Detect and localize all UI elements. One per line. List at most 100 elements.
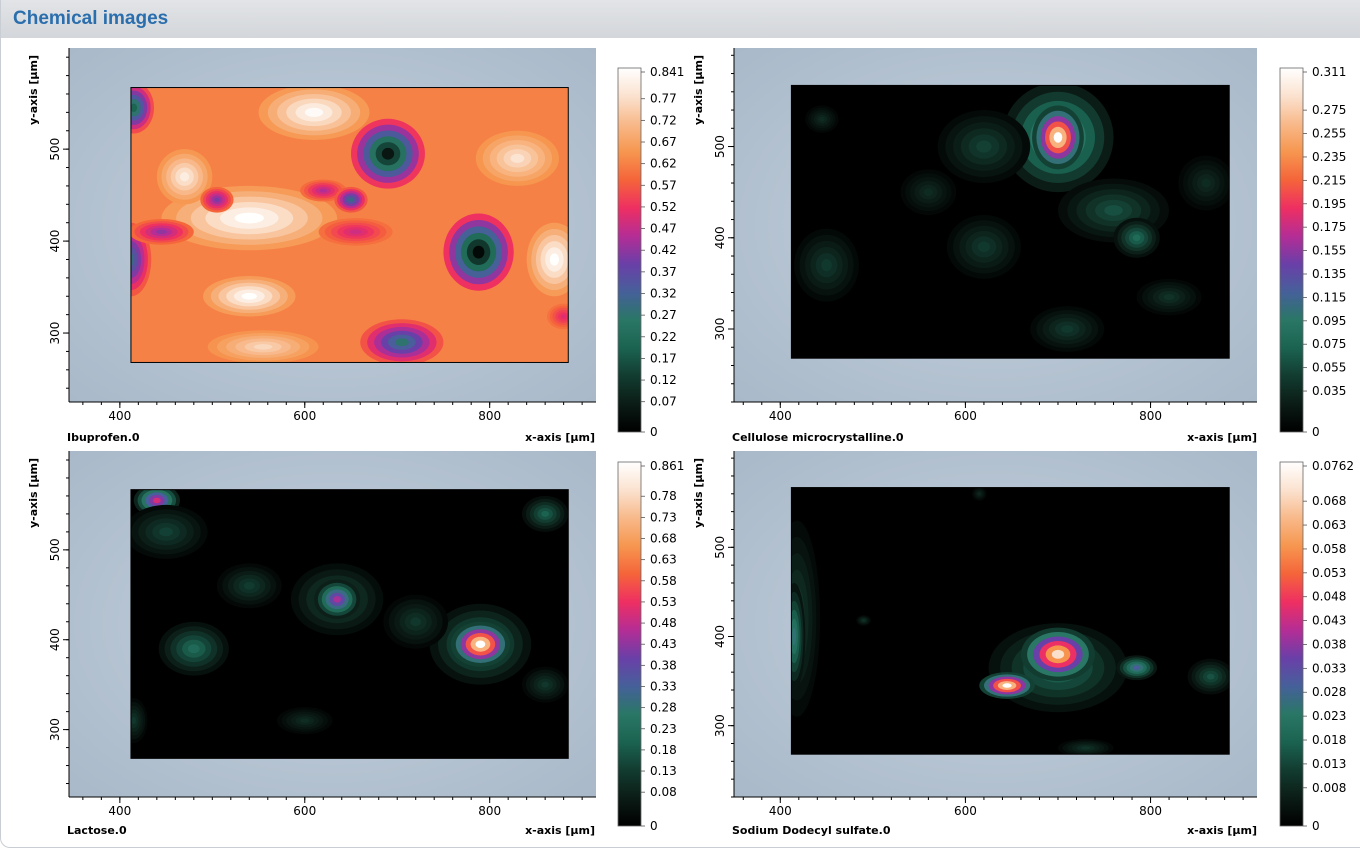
y-tick-label: 300 — [48, 718, 62, 741]
heatmap-blob — [214, 197, 220, 202]
colorbar-label: 0.235 — [1312, 150, 1346, 164]
colorbar-label: 0 — [650, 425, 658, 439]
y-tick-label: 300 — [713, 714, 727, 737]
heatmap-blob — [381, 147, 395, 160]
colorbar-label: 0 — [1312, 819, 1320, 833]
colorbar-label: 0.035 — [1312, 384, 1346, 398]
heatmap — [791, 487, 1230, 755]
chart-caption: Sodium Dodecyl sulfate.0 — [732, 824, 891, 837]
colorbar-label: 0.055 — [1312, 361, 1346, 375]
colorbar-label: 0.13 — [650, 764, 677, 778]
heatmap-blob — [821, 259, 832, 272]
heatmap-blob — [348, 197, 354, 202]
heatmap-blob — [187, 644, 200, 654]
colorbar-label: 0.861 — [650, 459, 684, 473]
y-axis-label: y-axis [µm] — [27, 55, 40, 125]
colorbar-label: 0.311 — [1312, 65, 1346, 79]
x-axis-label: x-axis [µm] — [1187, 431, 1257, 444]
heatmap-border — [790, 84, 1230, 359]
colorbar-label: 0.72 — [650, 113, 677, 127]
chemical-image-2: 400 600 800 300 400 500 y-axis [µm] Cellulose m… — [692, 48, 1346, 444]
x-tick-label: 400 — [769, 804, 792, 818]
x-axis-label: x-axis [µm] — [1187, 824, 1257, 837]
heatmap-blob — [510, 153, 525, 163]
colorbar-label: 0.08 — [650, 785, 677, 799]
colorbar-label: 0.78 — [650, 489, 677, 503]
chemical-image-3: 400 600 800 300 400 500 y-axis [µm] Lactose.0 x-… — [27, 451, 684, 837]
y-tick-label: 300 — [48, 322, 62, 345]
heatmap-blob — [179, 172, 190, 182]
y-tick-label: 300 — [713, 318, 727, 341]
colorbar-label: 0.48 — [650, 616, 677, 630]
colorbar-label: 0.063 — [1312, 518, 1346, 532]
heatmap-blob — [394, 338, 409, 347]
heatmap-blob — [976, 140, 992, 153]
y-axis-label: y-axis [µm] — [692, 55, 705, 125]
heatmap-blob — [1132, 234, 1141, 242]
colorbar-label: 0.038 — [1312, 637, 1346, 651]
colorbar-label: 0.53 — [650, 595, 677, 609]
heatmap-blob — [1201, 178, 1211, 188]
colorbar — [617, 461, 642, 827]
heatmap-blob — [243, 582, 255, 590]
colorbar-label: 0.275 — [1312, 103, 1346, 117]
y-tick-label: 400 — [713, 226, 727, 249]
heatmap-blob — [862, 619, 865, 622]
title-bar: Chemical images — [1, 0, 1360, 38]
heatmap-blob — [349, 229, 362, 235]
colorbar-label: 0.023 — [1312, 709, 1346, 723]
heatmap-blob — [131, 716, 137, 725]
colorbar-label: 0.37 — [650, 265, 677, 279]
heatmap-blob — [156, 229, 167, 235]
y-tick-label: 500 — [713, 536, 727, 559]
heatmap-blob — [541, 510, 550, 517]
x-tick-label: 400 — [769, 409, 792, 423]
heatmap-blob — [234, 212, 264, 224]
x-tick-label: 400 — [108, 409, 131, 423]
x-tick-label: 800 — [478, 409, 501, 423]
colorbar-label: 0.033 — [1312, 661, 1346, 675]
colorbar-label: 0.255 — [1312, 127, 1346, 141]
chemical-image-1: 400 600 800 300 400 500 y-axis [µm] Ibuprofen.0… — [27, 48, 684, 444]
heatmap-blob — [541, 681, 550, 688]
colorbar-label: 0.075 — [1312, 337, 1346, 351]
colorbar-label: 0.048 — [1312, 590, 1346, 604]
colorbar — [617, 67, 642, 433]
colorbar-label: 0.73 — [650, 510, 677, 524]
colorbar-label: 0.175 — [1312, 220, 1346, 234]
colorbar-label: 0.57 — [650, 178, 677, 192]
colorbar-label: 0.52 — [650, 200, 677, 214]
colorbar-label: 0.135 — [1312, 267, 1346, 281]
heatmap-blob — [241, 292, 257, 300]
colorbar-label: 0.013 — [1312, 757, 1346, 771]
y-tick-label: 500 — [48, 538, 62, 561]
colorbar-label: 0.17 — [650, 351, 677, 365]
heatmap — [130, 489, 569, 759]
heatmap-blob — [923, 188, 934, 196]
heatmap-blob — [253, 344, 273, 350]
colorbar-label: 0 — [1312, 425, 1320, 439]
x-tick-label: 600 — [293, 409, 316, 423]
colorbar-label: 0.58 — [650, 574, 677, 588]
heatmap-border — [130, 489, 569, 759]
x-tick-label: 800 — [1139, 804, 1162, 818]
heatmap-blob — [560, 314, 567, 319]
heatmap-blob — [1002, 683, 1012, 688]
heatmap-blob — [978, 492, 981, 495]
colorbar-label: 0.115 — [1312, 290, 1346, 304]
x-axis-label: x-axis [µm] — [525, 431, 595, 444]
heatmap-blob — [159, 527, 174, 537]
heatmap-blob — [1206, 673, 1215, 680]
chart-caption: Lactose.0 — [67, 824, 127, 837]
colorbar-label: 0.068 — [1312, 494, 1346, 508]
heatmap-border — [790, 487, 1230, 755]
colorbar-label: 0.77 — [650, 92, 677, 106]
colorbar-label: 0.67 — [650, 135, 677, 149]
heatmap-blob — [1104, 205, 1123, 216]
colorbar-label: 0.43 — [650, 637, 677, 651]
heatmap-blob — [1053, 132, 1063, 143]
y-tick-label: 500 — [713, 135, 727, 158]
heatmap-blob — [1081, 746, 1091, 750]
heatmap-blob — [333, 595, 341, 603]
